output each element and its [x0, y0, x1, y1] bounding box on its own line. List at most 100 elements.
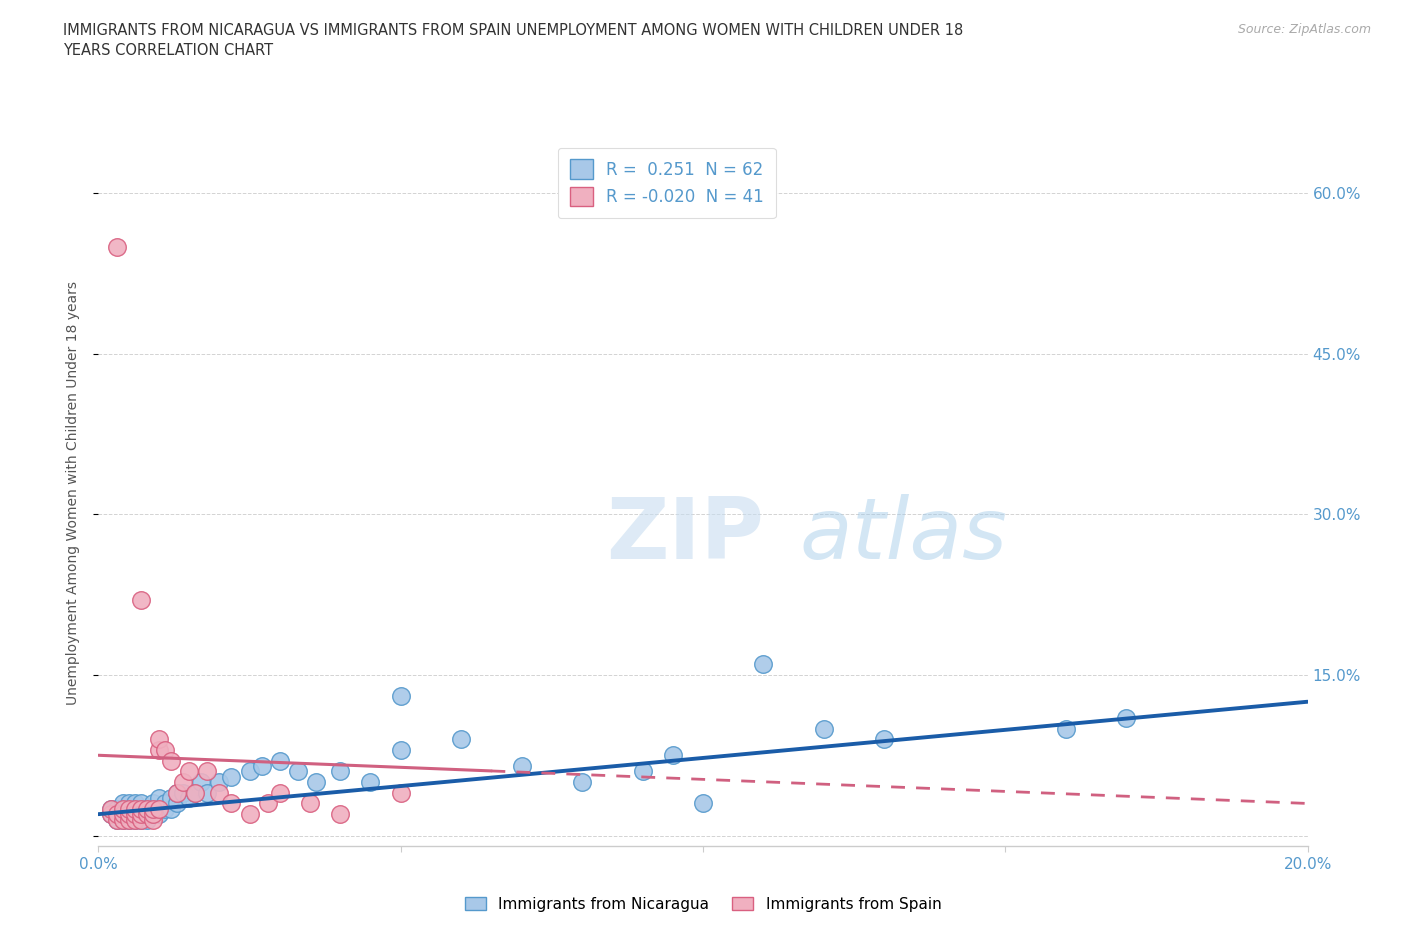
Point — [118, 812, 141, 827]
Point — [389, 742, 412, 757]
Point — [118, 796, 141, 811]
Point — [118, 802, 141, 817]
Point — [360, 775, 382, 790]
Point — [142, 796, 165, 811]
Text: Source: ZipAtlas.com: Source: ZipAtlas.com — [1237, 23, 1371, 36]
Point — [208, 775, 231, 790]
Point — [135, 802, 157, 817]
Point — [124, 796, 146, 811]
Point — [153, 742, 176, 757]
Point — [239, 806, 262, 821]
Point — [135, 806, 157, 821]
Point — [329, 806, 352, 821]
Point — [142, 802, 165, 817]
Legend: R =  0.251  N = 62, R = -0.020  N = 41: R = 0.251 N = 62, R = -0.020 N = 41 — [558, 148, 776, 218]
Point — [100, 802, 122, 817]
Point — [166, 785, 188, 800]
Point — [129, 802, 152, 817]
Point — [450, 732, 472, 747]
Point — [100, 806, 122, 821]
Point — [129, 796, 152, 811]
Point — [105, 812, 128, 827]
Point — [148, 742, 170, 757]
Point — [129, 806, 152, 821]
Point — [813, 721, 835, 736]
Point — [124, 812, 146, 827]
Point — [299, 796, 322, 811]
Point — [118, 802, 141, 817]
Point — [160, 802, 183, 817]
Point — [124, 806, 146, 821]
Point — [873, 732, 896, 747]
Point — [195, 785, 218, 800]
Point — [142, 806, 165, 821]
Point — [118, 806, 141, 821]
Point — [118, 812, 141, 827]
Point — [111, 806, 134, 821]
Point — [195, 764, 218, 778]
Point — [239, 764, 262, 778]
Point — [692, 796, 714, 811]
Point — [135, 812, 157, 827]
Point — [129, 812, 152, 827]
Point — [148, 790, 170, 805]
Point — [571, 775, 593, 790]
Point — [142, 812, 165, 827]
Point — [208, 785, 231, 800]
Point — [105, 806, 128, 821]
Point — [389, 785, 412, 800]
Text: IMMIGRANTS FROM NICARAGUA VS IMMIGRANTS FROM SPAIN UNEMPLOYMENT AMONG WOMEN WITH: IMMIGRANTS FROM NICARAGUA VS IMMIGRANTS … — [63, 23, 963, 58]
Point — [631, 764, 654, 778]
Point — [250, 759, 273, 774]
Point — [510, 759, 533, 774]
Point — [166, 796, 188, 811]
Point — [118, 806, 141, 821]
Point — [105, 806, 128, 821]
Point — [111, 802, 134, 817]
Point — [105, 239, 128, 254]
Point — [100, 802, 122, 817]
Point — [752, 657, 775, 671]
Point — [148, 802, 170, 817]
Point — [305, 775, 328, 790]
Point — [111, 812, 134, 827]
Point — [135, 802, 157, 817]
Point — [389, 689, 412, 704]
Point — [662, 748, 685, 763]
Point — [124, 806, 146, 821]
Point — [153, 802, 176, 817]
Point — [148, 802, 170, 817]
Point — [129, 802, 152, 817]
Point — [190, 775, 212, 790]
Legend: Immigrants from Nicaragua, Immigrants from Spain: Immigrants from Nicaragua, Immigrants fr… — [458, 890, 948, 918]
Point — [124, 802, 146, 817]
Point — [287, 764, 309, 778]
Point — [111, 806, 134, 821]
Point — [160, 753, 183, 768]
Point — [160, 790, 183, 805]
Point — [329, 764, 352, 778]
Point — [166, 785, 188, 800]
Point — [256, 796, 278, 811]
Point — [142, 806, 165, 821]
Text: ZIP: ZIP — [606, 494, 763, 577]
Point — [142, 802, 165, 817]
Point — [179, 764, 201, 778]
Point — [105, 802, 128, 817]
Point — [148, 806, 170, 821]
Point — [184, 785, 207, 800]
Point — [153, 796, 176, 811]
Point — [1054, 721, 1077, 736]
Point — [129, 806, 152, 821]
Point — [172, 785, 194, 800]
Point — [124, 812, 146, 827]
Point — [184, 785, 207, 800]
Point — [129, 592, 152, 607]
Point — [105, 812, 128, 827]
Point — [172, 775, 194, 790]
Point — [129, 812, 152, 827]
Point — [1115, 711, 1137, 725]
Point — [111, 812, 134, 827]
Y-axis label: Unemployment Among Women with Children Under 18 years: Unemployment Among Women with Children U… — [66, 281, 80, 705]
Point — [269, 753, 291, 768]
